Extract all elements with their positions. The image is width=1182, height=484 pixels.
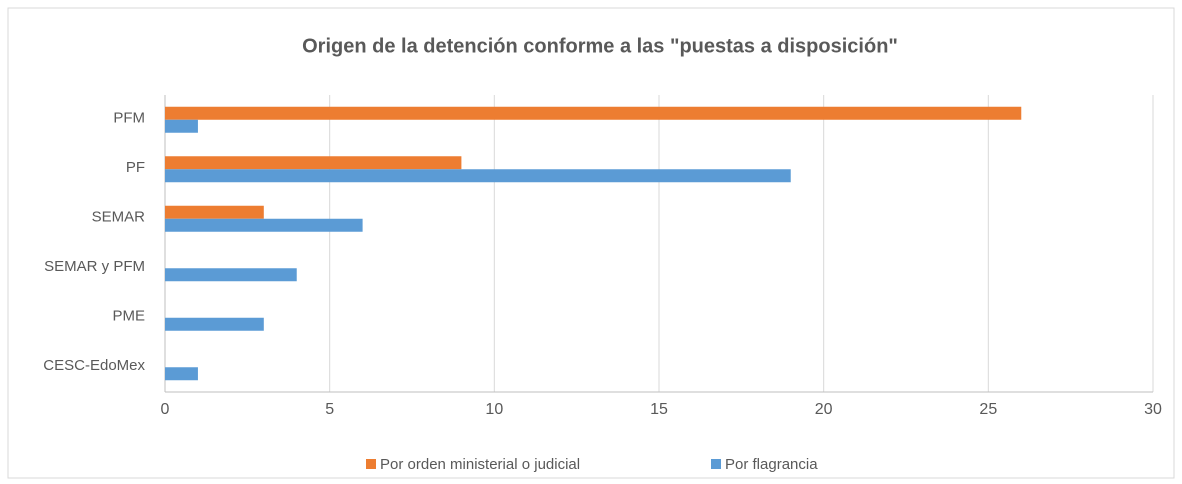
chart-border: [7, 7, 1175, 479]
legend-label: Por flagrancia: [725, 456, 818, 473]
bar: [165, 205, 264, 219]
x-tick-label: 30: [1144, 401, 1162, 418]
bar: [165, 218, 363, 232]
legend-label: Por orden ministerial o judicial: [380, 456, 580, 473]
legend-swatch: [366, 459, 376, 469]
x-tick-label: 0: [161, 401, 170, 418]
x-tick-label: 5: [325, 401, 334, 418]
y-tick-label: CESC-EdoMex: [43, 357, 145, 374]
bar: [165, 317, 264, 331]
bar: [165, 367, 198, 381]
bar: [165, 268, 297, 282]
legend-swatch: [711, 459, 721, 469]
bar: [165, 119, 198, 133]
chart-title: Origen de la detención conforme a las "p…: [302, 35, 898, 57]
bar: [165, 156, 462, 170]
y-tick-label: SEMAR: [92, 209, 146, 226]
y-tick-label: PME: [112, 308, 145, 325]
bar: [165, 169, 791, 183]
y-tick-label: PF: [126, 159, 145, 176]
y-tick-label: SEMAR y PFM: [44, 258, 145, 275]
y-tick-label: PFM: [113, 110, 145, 127]
x-tick-label: 15: [650, 401, 668, 418]
x-tick-label: 10: [485, 401, 503, 418]
x-tick-label: 20: [815, 401, 833, 418]
x-tick-label: 25: [979, 401, 997, 418]
bar: [165, 106, 1022, 120]
